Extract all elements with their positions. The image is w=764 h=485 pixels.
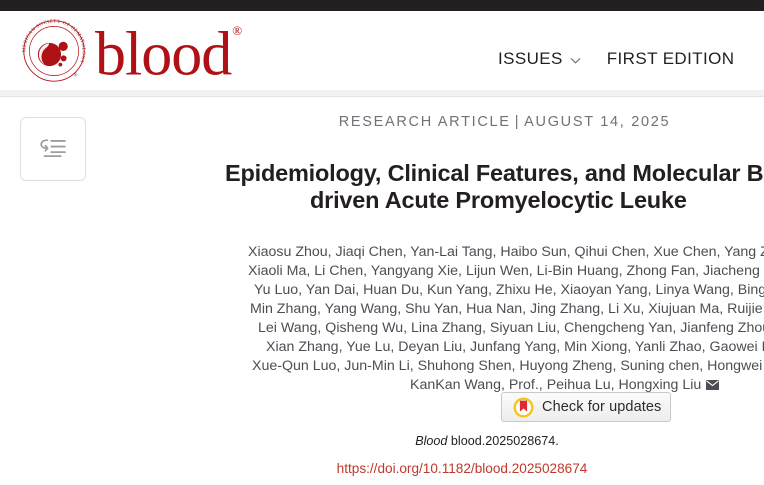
nav-item-first-edition-label: FIRST EDITION [606,49,735,68]
article-header: RESEARCH ARTICLE | AUGUST 14, 2025 Epidemi… [0,97,764,476]
citation-journal-name: Blood [415,434,448,448]
brand-logo-link[interactable]: AMERICAN SOCIETY OF HEMATOLOGY ® blood® [0,11,243,90]
crossmark-badge-icon [513,397,534,418]
kicker-separator: | [514,114,521,130]
table-of-contents-button[interactable] [20,117,86,181]
svg-text:®: ® [74,71,78,78]
author-line: Xiaosu Zhou, Jiaqi Chen, Yan-Lai Tang, H… [248,244,764,261]
author-line: Yu Luo, Yan Dai, Huan Du, Kun Yang, Zhix… [254,282,764,299]
title-line-2: driven Acute Promyelocytic Leuke [310,186,687,213]
top-dark-bar [0,0,764,11]
author-line: Xiaoli Ma, Li Chen, Yangyang Xie, Lijun … [248,263,764,280]
crossmark-button-label: Check for updates [542,399,662,415]
article-kicker: RESEARCH ARTICLE | AUGUST 14, 2025 [0,97,764,130]
author-line-last: KanKan Wang, Prof., Peihua Lu, Hongxing … [230,376,764,395]
title-line-1: Epidemiology, Clinical Features, and Mol… [225,159,764,186]
nav-item-issues[interactable]: ISSUES [498,49,581,69]
author-line: Min Zhang, Yang Wang, Shu Yan, Hua Nan, … [250,301,764,318]
blood-wordmark-text: blood [95,20,232,89]
nav-item-first-edition[interactable]: FIRST EDITION [607,49,735,69]
doi-link[interactable]: https://doi.org/10.1182/blood.2025028674 [0,461,764,476]
nav-item-issues-label: ISSUES [498,49,563,68]
envelope-icon[interactable] [706,380,720,391]
ash-society-seal-icon: AMERICAN SOCIETY OF HEMATOLOGY ® [18,15,90,87]
registered-trademark-mark: ® [232,22,243,38]
author-line: Xue-Qun Luo, Jun-Min Li, Shuhong Shen, H… [252,358,764,375]
doi-link-text: https://doi.org/10.1182/blood.2025028674 [336,461,588,476]
blood-wordmark: blood® [95,16,243,89]
citation-identifier: blood.2025028674. [450,434,559,448]
crossmark-check-for-updates-button[interactable]: Check for updates [501,392,671,422]
author-list: Xiaosu Zhou, Jiaqi Chen, Yan-Lai Tang, H… [0,229,764,395]
article-publication-date: AUGUST 14, 2025 [524,114,671,130]
author-line: KanKan Wang, Prof., Peihua Lu, Hongxing … [410,377,702,394]
site-masthead: AMERICAN SOCIETY OF HEMATOLOGY ® blood® … [0,11,764,90]
masthead-divider [0,90,764,97]
author-line: Lei Wang, Qisheng Wu, Lina Zhang, Siyuan… [258,320,764,337]
primary-navigation: ISSUES FIRST EDITION [498,49,734,69]
outline-list-icon [38,138,68,160]
page-title: Epidemiology, Clinical Features, and Mol… [0,146,764,214]
chevron-down-icon [570,55,581,66]
article-citation: Blood blood.2025028674. [0,434,764,448]
author-line: Xian Zhang, Yue Lu, Deyan Liu, Junfang Y… [266,339,764,356]
article-type-label: RESEARCH ARTICLE [338,114,511,130]
